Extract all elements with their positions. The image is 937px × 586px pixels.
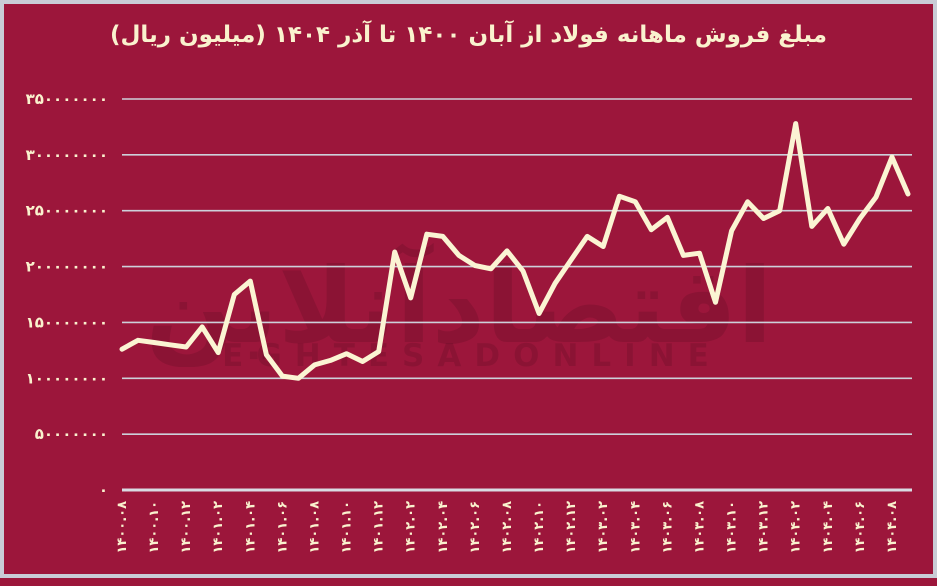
x-axis-tick-label: ۱۴۰۱.۰۸ [307, 501, 322, 554]
x-axis-tick-label: ۱۴۰۲.۰۲ [404, 501, 419, 554]
y-axis-tick-label: ۳۵۰۰۰۰۰۰۰ [26, 90, 108, 108]
y-axis-tick-label: ۳۰۰۰۰۰۰۰۰ [26, 146, 108, 164]
x-axis-tick-label: ۱۴۰۳.۰۸ [692, 501, 707, 554]
watermark-logo: اقتصادآنلاین [145, 242, 772, 367]
chart-title: مبلغ فروش ماهانه فولاد از آبان ۱۴۰۰ تا آ… [109, 22, 828, 48]
y-axis-tick-label: ۲۵۰۰۰۰۰۰۰ [26, 202, 108, 220]
x-axis-tick-label: ۱۴۰۳.۰۴ [628, 501, 643, 554]
x-axis-tick-label: ۱۴۰۲.۱۲ [564, 501, 579, 554]
x-axis-tick-label: ۱۴۰۳.۱۰ [725, 501, 740, 554]
y-axis-tick-label: ۰ [99, 481, 108, 499]
x-axis-tick-label: ۱۴۰۴.۰۶ [853, 501, 868, 554]
x-axis-tick-label: ۱۴۰۴.۰۲ [789, 501, 804, 554]
line-chart: اقتصادآنلاین EGHTESADONLINE ۳۵۰۰۰۰۰۰۰ ۳۰۰۰۰… [4, 4, 937, 582]
x-axis-tick-label: ۱۴۰۱.۰۲ [211, 501, 226, 554]
x-axis-tick-label: ۱۴۰۰.۰۸ [115, 501, 130, 554]
x-axis-tick-label: ۱۴۰۱.۱۲ [372, 501, 387, 554]
x-axis-tick-label: ۱۴۰۲.۰۴ [436, 501, 451, 554]
y-axis-tick-label: ۲۰۰۰۰۰۰۰۰ [26, 258, 108, 276]
y-axis-tick-label: ۱۵۰۰۰۰۰۰۰ [26, 313, 108, 331]
x-axis-tick-label: ۱۴۰۱.۱۰ [340, 501, 355, 554]
x-axis-tick-label: ۱۴۰۳.۱۲ [757, 501, 772, 554]
x-axis-tick-label: ۱۴۰۰.۱۰ [147, 501, 162, 554]
y-axis-tick-label: ۱۰۰۰۰۰۰۰۰ [26, 369, 108, 387]
x-axis-tick-label: ۱۴۰۴.۰۴ [821, 501, 836, 554]
y-axis-tick-label: ۵۰۰۰۰۰۰۰ [35, 425, 108, 443]
x-axis-tick-label: ۱۴۰۰.۱۲ [179, 501, 194, 554]
x-axis-tick-label: ۱۴۰۲.۱۰ [532, 501, 547, 554]
sales-line-series [119, 121, 911, 381]
x-axis-tick-label: ۱۴۰۲.۰۶ [468, 501, 483, 554]
x-axis-tick-label: ۱۴۰۳.۰۲ [596, 501, 611, 554]
x-axis-tick-label: ۱۴۰۱.۰۶ [275, 501, 290, 554]
watermark-latin-text: EGHTESADONLINE [222, 338, 722, 374]
x-axis-tick-label: ۱۴۰۴.۰۸ [885, 501, 900, 554]
x-axis-tick-label: ۱۴۰۱.۰۴ [243, 501, 258, 554]
x-axis-tick-label: ۱۴۰۲.۰۸ [500, 501, 515, 554]
x-axis-tick-label: ۱۴۰۳.۰۶ [660, 501, 675, 554]
